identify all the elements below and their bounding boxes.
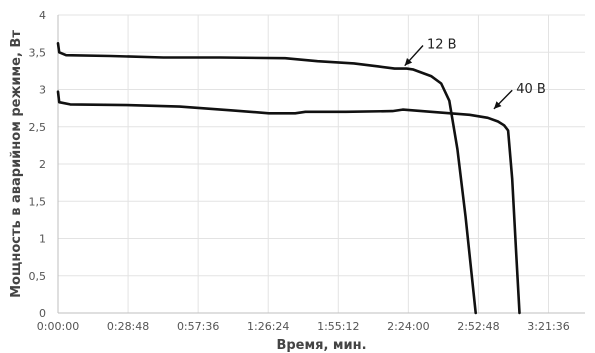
x-tick-label: 1:26:24 bbox=[247, 320, 289, 333]
y-tick-label: 1,5 bbox=[29, 195, 47, 208]
y-tick-label: 4 bbox=[39, 9, 46, 22]
axes: 0 0,5 1 1,5 2 2,5 3 3,5 4 0:00:00 0:28:48 0:57:36 1:… bbox=[29, 9, 585, 333]
x-tick-label: 3:21:36 bbox=[527, 320, 569, 333]
series-line-12v bbox=[56, 42, 477, 315]
series-layer bbox=[56, 42, 521, 315]
y-tick-label: 2,5 bbox=[29, 121, 47, 134]
annotation-arrowhead bbox=[404, 57, 413, 66]
x-tick-label: 2:52:48 bbox=[457, 320, 499, 333]
x-tick-label: 0:28:48 bbox=[107, 320, 149, 333]
y-tick-label: 0,5 bbox=[29, 270, 47, 283]
series-line-40v bbox=[56, 90, 521, 315]
annotation-label: 40 В bbox=[516, 82, 546, 97]
y-tick-label: 3 bbox=[39, 84, 46, 97]
x-tick-label: 2:24:00 bbox=[387, 320, 429, 333]
y-tick-label: 2 bbox=[39, 158, 46, 171]
x-tick-label: 1:55:12 bbox=[317, 320, 359, 333]
gridlines bbox=[57, 14, 585, 314]
y-tick-label: 3,5 bbox=[29, 46, 47, 59]
annotations: 12 В 40 В bbox=[404, 38, 546, 110]
y-axis-title: Мощность в аварийном режиме, Вт bbox=[9, 30, 24, 298]
x-tick-label: 0:00:00 bbox=[37, 320, 79, 333]
annotation-arrowhead bbox=[493, 101, 502, 109]
y-tick-label: 1 bbox=[39, 233, 46, 246]
x-axis-title: Время, мин. bbox=[276, 338, 366, 353]
y-tick-label: 0 bbox=[39, 307, 46, 320]
annotation-label: 12 В bbox=[427, 38, 457, 53]
x-tick-label: 0:57:36 bbox=[177, 320, 219, 333]
